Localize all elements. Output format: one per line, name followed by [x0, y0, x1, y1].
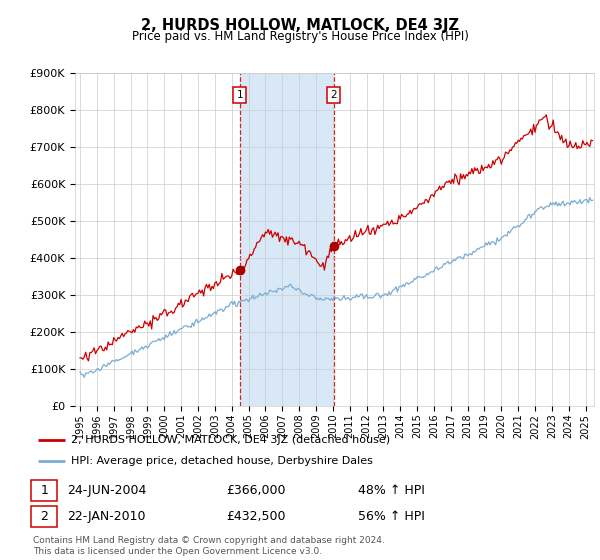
Text: Contains HM Land Registry data © Crown copyright and database right 2024.
This d: Contains HM Land Registry data © Crown c…: [33, 536, 385, 556]
Text: HPI: Average price, detached house, Derbyshire Dales: HPI: Average price, detached house, Derb…: [71, 456, 373, 466]
Text: 2: 2: [331, 90, 337, 100]
Text: £432,500: £432,500: [227, 510, 286, 523]
FancyBboxPatch shape: [31, 480, 58, 501]
Text: 48% ↑ HPI: 48% ↑ HPI: [358, 484, 424, 497]
Text: 1: 1: [40, 484, 48, 497]
Text: 1: 1: [236, 90, 243, 100]
Bar: [239, 73, 334, 406]
Text: 2, HURDS HOLLOW, MATLOCK, DE4 3JZ (detached house): 2, HURDS HOLLOW, MATLOCK, DE4 3JZ (detac…: [71, 435, 390, 445]
Text: 2, HURDS HOLLOW, MATLOCK, DE4 3JZ: 2, HURDS HOLLOW, MATLOCK, DE4 3JZ: [141, 18, 459, 32]
FancyBboxPatch shape: [31, 506, 58, 527]
Text: 24-JUN-2004: 24-JUN-2004: [67, 484, 146, 497]
Text: 56% ↑ HPI: 56% ↑ HPI: [358, 510, 424, 523]
Text: Price paid vs. HM Land Registry's House Price Index (HPI): Price paid vs. HM Land Registry's House …: [131, 30, 469, 44]
Text: 2: 2: [40, 510, 48, 523]
Text: £366,000: £366,000: [227, 484, 286, 497]
Text: 22-JAN-2010: 22-JAN-2010: [67, 510, 146, 523]
